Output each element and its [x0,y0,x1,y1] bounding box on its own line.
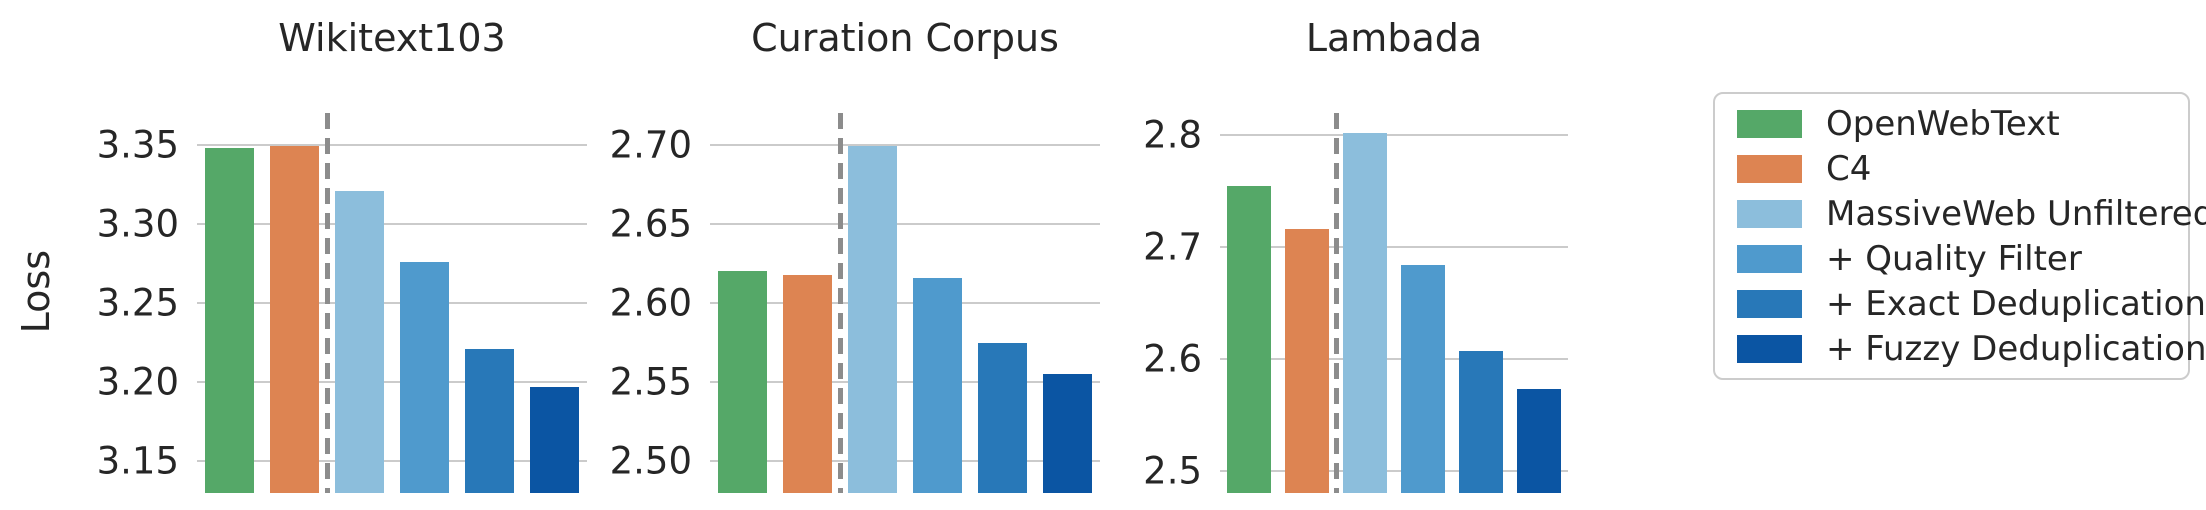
bar-openwebtext [717,271,768,493]
gridline [1220,134,1568,137]
legend-item-openwebtext: OpenWebText [1737,101,2188,146]
legend-item-massiveweb-unfiltered: MassiveWeb Unfiltered [1737,191,2206,236]
bar-quality-filter [399,261,450,493]
legend-item-fuzzy-deduplication: + Fuzzy Deduplication [1737,326,2206,371]
gridline [1220,246,1568,249]
gridline [197,302,587,304]
gridline [710,143,1100,146]
legend-label: + Quality Filter [1826,238,2082,279]
y-tick-label: 3.35 [96,123,179,167]
bar-massiveweb-unfiltered [847,146,898,493]
y-tick-label: 3.15 [96,439,179,483]
panel-title-lambada: Lambada [1305,16,1483,60]
baseline-divider-dashed-line [1333,113,1339,493]
gridline [197,222,587,225]
legend-label: C4 [1826,148,1872,189]
panel-title-wikitext103: Wikitext103 [278,16,506,60]
gridline [197,460,587,463]
gridline [1220,357,1568,360]
bar-fuzzy-deduplication [529,386,580,493]
y-tick-label: 2.8 [1143,113,1202,157]
gridline [710,302,1100,304]
legend-label: OpenWebText [1826,103,2060,144]
bar-fuzzy-deduplication [1042,374,1093,493]
bar-quality-filter [1400,265,1446,493]
baseline-divider-dashed-line [837,113,843,493]
panel-title-curation-corpus: Curation Corpus [751,16,1059,60]
bar-exact-deduplication [1458,351,1504,493]
y-tick-label: 3.20 [96,360,179,404]
legend-swatch-massiveweb-unfiltered [1737,199,1802,228]
gridline [710,381,1100,384]
y-tick-label: 2.6 [1143,337,1202,381]
plot-area-wikitext103 [197,113,587,493]
y-tick-label: 3.30 [96,202,179,246]
gridline [197,381,587,384]
bar-massiveweb-unfiltered [1342,133,1388,493]
legend-swatch-exact-deduplication [1737,289,1802,318]
bar-massiveweb-unfiltered [334,190,385,493]
plot-area-lambada [1220,113,1568,493]
y-tick-label: 3.25 [96,281,179,325]
legend-label: + Fuzzy Deduplication [1826,328,2206,369]
legend-swatch-openwebtext [1737,109,1802,138]
y-tick-label: 2.50 [609,439,692,483]
y-tick-label: 2.70 [609,123,692,167]
bar-exact-deduplication [464,348,515,493]
bar-openwebtext [204,147,255,493]
legend-label: + Exact Deduplication [1826,283,2206,324]
y-tick-label: 2.7 [1143,225,1202,269]
y-tick-label: 2.60 [609,281,692,325]
bar-c4 [1284,229,1330,493]
gridline [710,460,1100,463]
legend-item-exact-deduplication: + Exact Deduplication [1737,281,2206,326]
bar-exact-deduplication [977,342,1028,493]
y-tick-label: 2.55 [609,360,692,404]
bar-c4 [782,274,833,493]
bar-quality-filter [912,277,963,493]
legend-item-c4: C4 [1737,146,2188,191]
legend: OpenWebText C4 MassiveWeb Unfiltered + Qual… [1713,92,2206,380]
legend-swatch-quality-filter [1737,244,1802,273]
gridline [1220,469,1568,472]
bar-fuzzy-deduplication [1516,389,1562,493]
legend-item-quality-filter: + Quality Filter [1737,236,2188,281]
legend-swatch-fuzzy-deduplication [1737,334,1802,363]
y-tick-label: 2.65 [609,202,692,246]
bar-openwebtext [1226,185,1272,493]
y-tick-label: 2.5 [1143,449,1202,493]
bar-c4 [269,146,320,493]
baseline-divider-dashed-line [324,113,330,493]
gridline [710,222,1100,225]
legend-swatch-c4 [1737,154,1802,183]
legend-label: MassiveWeb Unfiltered [1826,193,2206,234]
plot-area-curation-corpus [710,113,1100,493]
gridline [197,143,587,146]
